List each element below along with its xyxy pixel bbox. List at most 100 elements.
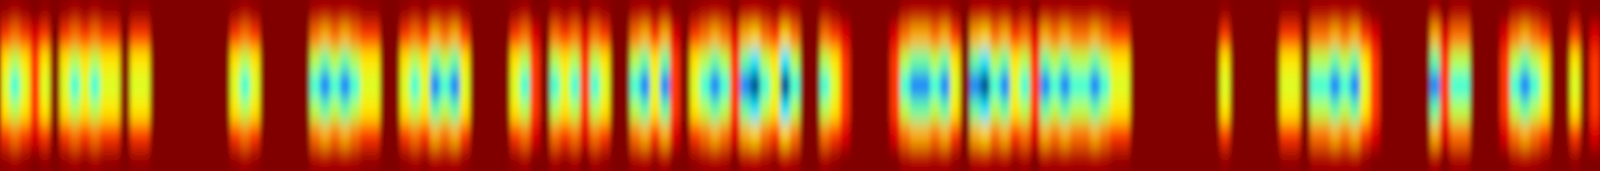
heatmap-cell	[740, 146, 751, 171]
heatmap-cell	[450, 24, 461, 50]
heatmap-cell	[1070, 98, 1081, 124]
heatmap-cell	[1000, 24, 1011, 50]
heatmap-cell	[700, 146, 711, 171]
heatmap-cell	[140, 98, 151, 124]
heatmap-cell	[1330, 48, 1341, 74]
heatmap-cell	[70, 73, 81, 99]
heatmap-cell	[179, 146, 191, 171]
heatmap-cell	[430, 98, 441, 124]
heatmap-cell	[1120, 73, 1131, 99]
heatmap-cell	[1159, 73, 1171, 99]
heatmap-cell	[1499, 146, 1511, 171]
heatmap-cell	[420, 98, 431, 124]
heatmap-cell	[1100, 122, 1111, 148]
heatmap-cell	[390, 73, 401, 99]
heatmap-cell	[370, 98, 381, 124]
heatmap-cell	[1440, 146, 1451, 171]
heatmap-cell	[450, 122, 461, 148]
heatmap-cell	[1259, 122, 1271, 148]
heatmap-cell	[299, 48, 311, 74]
heatmap-cell	[1229, 0, 1241, 26]
heatmap-cell	[1499, 24, 1511, 50]
heatmap-cell	[400, 146, 411, 171]
heatmap-cell	[30, 98, 41, 124]
heatmap-cell	[80, 0, 91, 26]
heatmap-cell	[780, 146, 791, 171]
heatmap-cell	[1120, 146, 1131, 171]
heatmap-cell	[1519, 146, 1531, 171]
heatmap-cell	[740, 73, 751, 99]
heatmap-cell	[1129, 73, 1141, 99]
heatmap-cell	[569, 0, 581, 26]
heatmap-cell	[350, 24, 361, 50]
heatmap-cell	[179, 73, 191, 99]
heatmap-cell	[80, 24, 91, 50]
heatmap-cell	[20, 98, 31, 124]
heatmap-cell	[809, 0, 821, 26]
heatmap-cell	[929, 24, 941, 50]
heatmap-cell	[790, 48, 801, 74]
heatmap-cell	[140, 24, 151, 50]
heatmap-cell	[1269, 24, 1281, 50]
heatmap-cell	[450, 98, 461, 124]
heatmap-cell	[1010, 24, 1021, 50]
heatmap-cell	[740, 24, 751, 50]
heatmap-cell	[1259, 73, 1271, 99]
heatmap-cell	[269, 122, 281, 148]
heatmap-cell	[420, 146, 431, 171]
heatmap-cell	[380, 24, 391, 50]
heatmap-cell	[1229, 73, 1241, 99]
heatmap-cell	[1110, 146, 1121, 171]
heatmap-cell	[1229, 146, 1241, 171]
heatmap-cell	[150, 48, 161, 74]
heatmap-cell	[420, 24, 431, 50]
heatmap-cell	[1149, 48, 1161, 74]
heatmap-cell	[879, 98, 891, 124]
heatmap-cell	[1229, 98, 1241, 124]
heatmap-cell	[660, 146, 671, 171]
heatmap-cell	[1139, 0, 1151, 26]
heatmap-cell	[710, 146, 721, 171]
heatmap-cell	[899, 122, 911, 148]
heatmap-cell	[1370, 0, 1381, 26]
heatmap-cell	[1569, 98, 1581, 124]
heatmap-cell	[1430, 48, 1441, 74]
heatmap-cell	[919, 24, 931, 50]
heatmap-cell	[370, 24, 381, 50]
heatmap-cell	[410, 48, 421, 74]
heatmap-cell	[960, 73, 971, 99]
heatmap-cell	[640, 0, 651, 26]
heatmap-cell	[710, 122, 721, 148]
heatmap-cell	[20, 0, 31, 26]
heatmap-cell	[160, 0, 171, 26]
heatmap-cell	[100, 0, 111, 26]
heatmap-cell	[720, 122, 731, 148]
heatmap-cell	[169, 48, 181, 74]
heatmap-cell	[569, 24, 581, 50]
heatmap-cell	[1469, 122, 1481, 148]
heatmap-cell	[640, 73, 651, 99]
heatmap-cell	[670, 146, 681, 171]
heatmap-cell	[1290, 98, 1301, 124]
heatmap-cell	[1080, 146, 1091, 171]
heatmap-cell	[340, 48, 351, 74]
heatmap-cell	[929, 146, 941, 171]
heatmap-cell	[229, 122, 241, 148]
heatmap-cell	[470, 48, 481, 74]
heatmap-cell	[1449, 98, 1461, 124]
heatmap-cell	[710, 48, 721, 74]
heatmap-cell	[849, 0, 861, 26]
heatmap-cell	[1280, 48, 1291, 74]
heatmap-cell	[770, 0, 781, 26]
heatmap-cell	[120, 48, 131, 74]
heatmap-cell	[1189, 0, 1201, 26]
heatmap-cell	[1070, 0, 1081, 26]
heatmap-cell	[990, 0, 1001, 26]
heatmap-cell	[410, 98, 421, 124]
heatmap-cell	[239, 48, 251, 74]
heatmap-cell	[869, 0, 881, 26]
heatmap-cell	[1090, 146, 1101, 171]
heatmap-cell	[150, 122, 161, 148]
heatmap-cell	[619, 24, 631, 50]
heatmap-cell	[239, 24, 251, 50]
